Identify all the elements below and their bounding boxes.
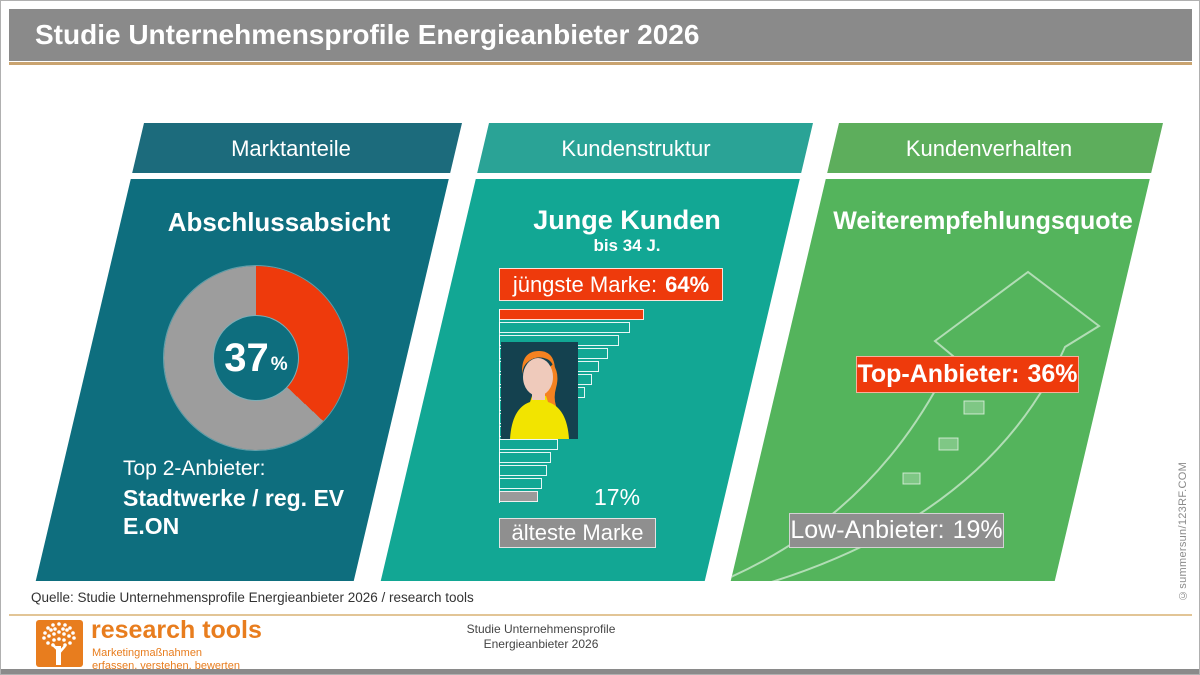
footer-study-title: Studie Unternehmensprofile Energieanbiet…	[441, 622, 641, 652]
top2-anbieter-note: Top 2-Anbieter: Stadtwerke / reg. EV E.O…	[123, 457, 344, 540]
bar	[499, 439, 558, 450]
donut-center: 37 %	[213, 315, 299, 401]
tab-marktanteile: Marktanteile	[231, 136, 351, 161]
header-bar: Studie Unternehmensprofile Energieanbiet…	[9, 9, 1192, 61]
top-anbieter-value: 36%	[1027, 360, 1078, 388]
page-title: Studie Unternehmensprofile Energieanbiet…	[35, 19, 700, 50]
bar	[499, 309, 644, 320]
bottom-strip	[1, 669, 1199, 674]
subheading-bis-34: bis 34 J.	[593, 236, 661, 255]
bar	[499, 465, 547, 476]
donut-unit: %	[270, 354, 288, 375]
source-line: Quelle: Studie Unternehmensprofile Energ…	[31, 590, 474, 605]
bar	[499, 491, 538, 502]
research-tools-logo	[36, 620, 83, 667]
bar	[499, 322, 630, 333]
bar	[499, 452, 551, 463]
logo-tagline-1: Marketingmaßnahmen	[92, 647, 203, 659]
image-credit: ©summersun/123RF.COM	[1177, 461, 1189, 601]
footer-study-line2: Energieanbieter 2026	[483, 637, 599, 651]
footer-divider	[9, 614, 1192, 616]
avatar-illustration	[501, 342, 578, 439]
top-anbieter-label: Top-Anbieter:	[857, 360, 1020, 388]
arrow-step-square	[964, 401, 984, 414]
donut-value: 37	[224, 335, 269, 380]
low-anbieter-value: 19%	[952, 516, 1003, 544]
heading-weiterempfehlungsquote: Weiterempfehlungsquote	[833, 207, 1133, 235]
low-anbieter-box: Low-Anbieter: 19%	[789, 513, 1004, 548]
tree-icon	[42, 622, 76, 665]
bar	[499, 478, 542, 489]
arrow-step-square	[903, 473, 920, 484]
footer-study-line1: Studie Unternehmensprofile	[466, 622, 616, 636]
note-line2: E.ON	[123, 513, 180, 539]
top-anbieter-box: Top-Anbieter: 36%	[856, 356, 1079, 393]
heading-abschlussabsicht: Abschlussabsicht	[167, 207, 391, 237]
tab-kundenverhalten: Kundenverhalten	[905, 136, 1073, 161]
juengste-marke-label: jüngste Marke:	[512, 271, 658, 297]
note-label: Top 2-Anbieter:	[123, 457, 266, 480]
aelteste-marke-box: älteste Marke	[499, 518, 656, 548]
juengste-marke-value: 64%	[665, 271, 710, 297]
heading-junge-kunden: Junge Kunden	[533, 205, 721, 235]
aelteste-marke-value: 17%	[594, 484, 641, 510]
young-customer-avatar	[501, 342, 578, 439]
note-line1: Stadtwerke / reg. EV	[123, 485, 345, 511]
tab-kundenstruktur: Kundenstruktur	[561, 136, 711, 161]
donut-chart: 37 %	[164, 266, 348, 450]
juengste-marke-box: jüngste Marke: 64%	[499, 268, 723, 301]
bar-chart-axis	[499, 309, 500, 503]
low-anbieter-label: Low-Anbieter:	[790, 516, 945, 544]
arrow-step-square	[939, 438, 958, 450]
header-divider	[9, 62, 1192, 65]
research-tools-wordmark: research tools	[91, 616, 262, 644]
